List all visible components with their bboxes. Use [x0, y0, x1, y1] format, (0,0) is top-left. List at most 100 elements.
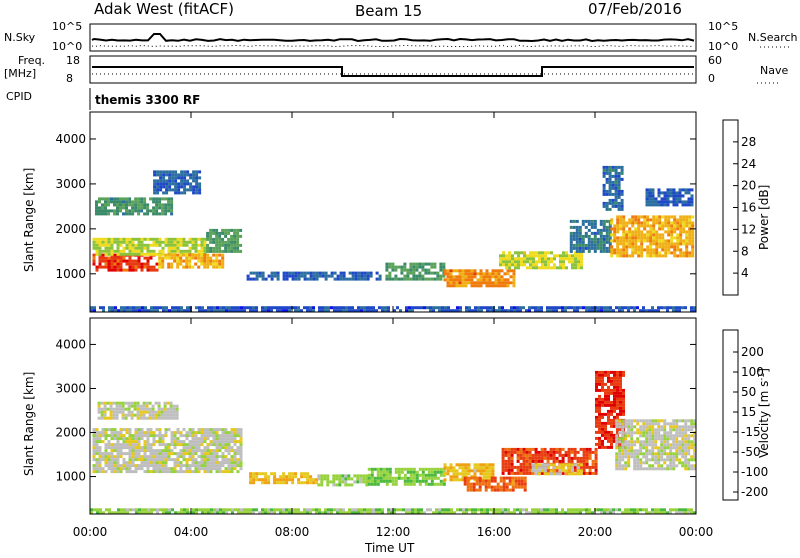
heatmap-cell [327, 274, 331, 278]
heatmap-cell [534, 463, 538, 467]
heatmap-cell [690, 419, 694, 423]
heatmap-cell [258, 511, 261, 515]
heatmap-cell [183, 170, 187, 174]
heatmap-cell [624, 443, 628, 447]
heatmap-cell [201, 306, 204, 310]
heatmap-cell [649, 218, 653, 222]
heatmap-cell [639, 464, 643, 468]
heatmap-cell [228, 309, 231, 313]
heatmap-cell [191, 431, 195, 435]
heatmap-cell [212, 231, 216, 235]
heatmap-cell [473, 284, 477, 288]
heatmap-cell [195, 185, 199, 189]
heatmap-cell [393, 309, 396, 313]
heatmap-cell [153, 173, 157, 177]
heatmap-cell [124, 407, 128, 411]
heatmap-cell [104, 449, 108, 453]
heatmap-cell [363, 274, 367, 278]
heatmap-cell [104, 209, 107, 213]
heatmap-cell [546, 450, 550, 454]
heatmap-cell [493, 485, 497, 489]
heatmap-cell [598, 421, 601, 425]
heatmap-cell [157, 404, 161, 408]
heatmap-cell [568, 260, 571, 264]
heatmap-cell [675, 422, 679, 426]
heatmap-cell [582, 471, 586, 475]
heatmap-cell [167, 449, 171, 453]
heatmap-cell [602, 189, 606, 193]
heatmap-cell [378, 306, 381, 310]
heatmap-cell [458, 466, 462, 470]
heatmap-cell [146, 249, 150, 253]
heatmap-cell [218, 437, 222, 441]
heatmap-cell [507, 468, 511, 472]
heatmap-cell [506, 272, 510, 276]
heatmap-cell [233, 434, 237, 438]
heatmap-cell [613, 415, 616, 419]
heatmap-cell [194, 443, 198, 447]
heatmap-cell [110, 446, 114, 450]
heatmap-cell [300, 511, 303, 515]
heatmap-cell [168, 179, 172, 183]
heatmap-cell [538, 254, 541, 258]
heatmap-cell [622, 215, 626, 219]
heatmap-cell [546, 463, 550, 467]
heatmap-cell [186, 511, 189, 515]
heatmap-cell [510, 511, 513, 515]
y-tick-label: 3000 [55, 381, 86, 395]
heatmap-cell [137, 455, 141, 459]
heatmap-cell [276, 481, 280, 485]
heatmap-cell [147, 508, 150, 512]
heatmap-cell [598, 424, 601, 428]
heatmap-cell [125, 259, 129, 263]
heatmap-cell [101, 265, 105, 269]
heatmap-cell [133, 413, 137, 417]
heatmap-cell [192, 170, 196, 174]
heatmap-cell [489, 306, 492, 310]
heatmap-cell [596, 237, 600, 241]
heatmap-cell [552, 508, 555, 512]
heatmap-cell [173, 464, 177, 468]
heatmap-cell [351, 306, 354, 310]
heatmap-cell [347, 477, 351, 481]
heatmap-cell [236, 434, 240, 438]
heatmap-cell [348, 306, 351, 310]
heatmap-cell [640, 251, 644, 255]
heatmap-cell [631, 224, 635, 228]
heatmap-cell [108, 511, 111, 515]
heatmap-cell [561, 508, 564, 512]
heatmap-cell [534, 306, 537, 310]
heatmap-cell [601, 373, 604, 377]
heatmap-cell [418, 265, 422, 269]
heatmap-cell [210, 306, 213, 310]
heatmap-cell [224, 455, 228, 459]
heatmap-cell [162, 306, 165, 310]
heatmap-cell [209, 249, 213, 253]
heatmap-cell [209, 234, 213, 238]
heatmap-cell [482, 469, 486, 473]
heatmap-cell [144, 511, 147, 515]
heatmap-cell [478, 479, 482, 483]
heatmap-cell [624, 431, 628, 435]
heatmap-cell [516, 465, 520, 469]
heatmap-cell [648, 443, 652, 447]
heatmap-cell [127, 404, 131, 408]
heatmap-cell [684, 419, 688, 423]
heatmap-cell [678, 194, 682, 198]
heatmap-cell [227, 458, 231, 462]
heatmap-cell [606, 508, 609, 512]
heatmap-cell [502, 485, 506, 489]
heatmap-cell [116, 268, 120, 272]
heatmap-cell [418, 262, 422, 266]
heatmap-cell [109, 407, 113, 411]
heatmap-cell [663, 194, 667, 198]
heatmap-cell [633, 419, 637, 423]
heatmap-cell [321, 271, 325, 275]
heatmap-cell [520, 260, 523, 264]
heatmap-cell [367, 476, 371, 480]
heatmap-cell [104, 446, 108, 450]
heatmap-cell [171, 508, 174, 512]
heatmap-cell [200, 452, 204, 456]
heatmap-cell [188, 467, 192, 471]
heatmap-cell [594, 459, 598, 463]
